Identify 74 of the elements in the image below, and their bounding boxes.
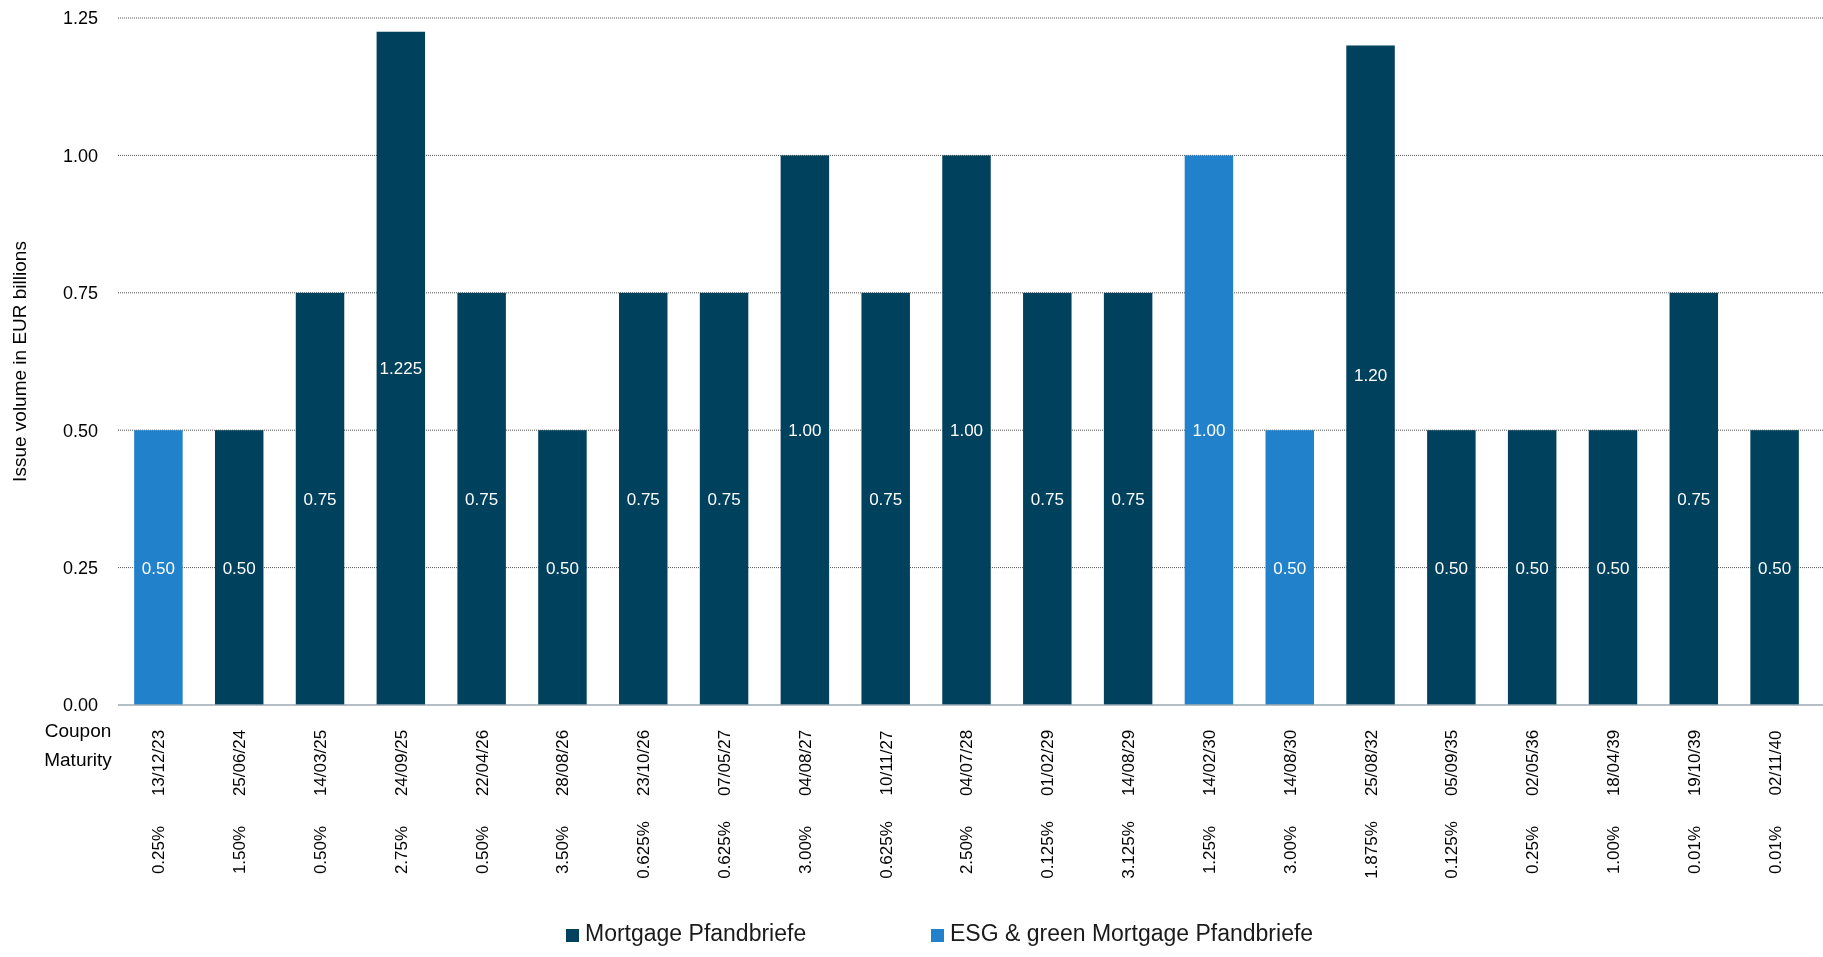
text: Maturity <box>44 749 113 770</box>
legend-label: Mortgage Pfandbriefe <box>585 920 807 946</box>
bar <box>1184 155 1234 705</box>
bar <box>214 430 264 705</box>
bar <box>1427 430 1476 705</box>
y-tick-label: 0.25 <box>62 557 98 578</box>
bar <box>134 430 183 705</box>
data-label: 1.20 <box>1354 366 1388 386</box>
bar <box>1265 430 1314 705</box>
category-label: 14/03/25 0.50% <box>310 729 330 875</box>
y-tick-label: 0.50 <box>62 420 98 441</box>
data-label: 0.50 <box>222 558 256 578</box>
data-label: 0.50 <box>545 558 579 578</box>
category-label: 25/06/24 1.50% <box>230 729 250 875</box>
bar <box>942 155 991 705</box>
data-label: 0.50 <box>1758 558 1792 578</box>
bar <box>780 155 830 705</box>
category-label: 10/11/27 0.625% <box>876 730 896 879</box>
data-label: 1.00 <box>1192 421 1226 441</box>
bar <box>1669 292 1719 705</box>
category-label: 02/11/40 0.01% <box>1765 730 1785 875</box>
data-label: 0.75 <box>626 489 660 509</box>
bar <box>619 292 668 705</box>
category-label: 14/08/29 3.125% <box>1119 729 1139 879</box>
data-label: 1.225 <box>379 359 423 379</box>
category-label: 01/02/29 0.125% <box>1038 729 1058 879</box>
bar <box>1023 292 1072 705</box>
category-label: 28/08/26 3.50% <box>553 729 573 875</box>
bar <box>457 292 506 705</box>
y-tick-label: 0.75 <box>62 283 98 304</box>
category-label: 18/04/39 1.00% <box>1603 729 1623 875</box>
category-label: 25/08/32 1.875% <box>1361 729 1381 879</box>
category-label: 04/07/28 2.50% <box>957 729 977 875</box>
bar <box>1346 45 1395 705</box>
y-tick-label: 1.25 <box>62 8 98 29</box>
bar <box>538 430 587 705</box>
category-label: 14/02/30 1.25% <box>1199 729 1219 875</box>
data-label: 1.00 <box>788 421 822 441</box>
bar <box>861 292 910 705</box>
data-label: 0.50 <box>141 558 175 578</box>
bar <box>1588 430 1638 705</box>
data-label: 0.75 <box>465 489 499 509</box>
y-axis-title: Issue volume in EUR billions <box>9 241 30 482</box>
bar <box>295 292 345 705</box>
data-label: 0.75 <box>869 489 903 509</box>
category-label: 23/10/26 0.625% <box>634 729 654 879</box>
category-label: 13/12/23 0.25% <box>149 729 169 875</box>
category-label: 05/09/35 0.125% <box>1442 729 1462 879</box>
category-label: 02/05/36 0.25% <box>1523 729 1543 875</box>
y-tick-label: 0.00 <box>62 695 98 716</box>
text: Coupon <box>44 720 112 741</box>
y-tick-label: 1.00 <box>62 145 98 166</box>
bar <box>1507 430 1557 705</box>
data-label: 0.50 <box>1434 558 1468 578</box>
data-label: 0.75 <box>1111 489 1145 509</box>
category-label: 22/04/26 0.50% <box>472 729 492 875</box>
data-label: 0.75 <box>1030 489 1064 509</box>
data-label: 0.50 <box>1596 558 1630 578</box>
data-label: 0.75 <box>303 489 337 509</box>
data-label: 1.00 <box>949 421 984 441</box>
data-label: 0.50 <box>1515 558 1549 578</box>
bar <box>699 292 749 705</box>
data-label: 0.50 <box>1273 558 1307 578</box>
bar <box>376 31 426 705</box>
category-label: 07/05/27 0.625% <box>715 729 735 879</box>
category-label: 19/10/39 0.01% <box>1684 729 1704 875</box>
bar <box>1103 292 1153 705</box>
data-label: 0.75 <box>1677 489 1711 509</box>
bar <box>1750 430 1799 705</box>
category-label: 04/08/27 3.00% <box>795 729 815 875</box>
category-label: 14/08/30 3.00% <box>1280 729 1300 875</box>
category-label: 24/09/25 2.75% <box>391 729 411 875</box>
legend-label: ESG & green Mortgage Pfandbriefe <box>950 920 1314 946</box>
data-label: 0.75 <box>707 489 741 509</box>
